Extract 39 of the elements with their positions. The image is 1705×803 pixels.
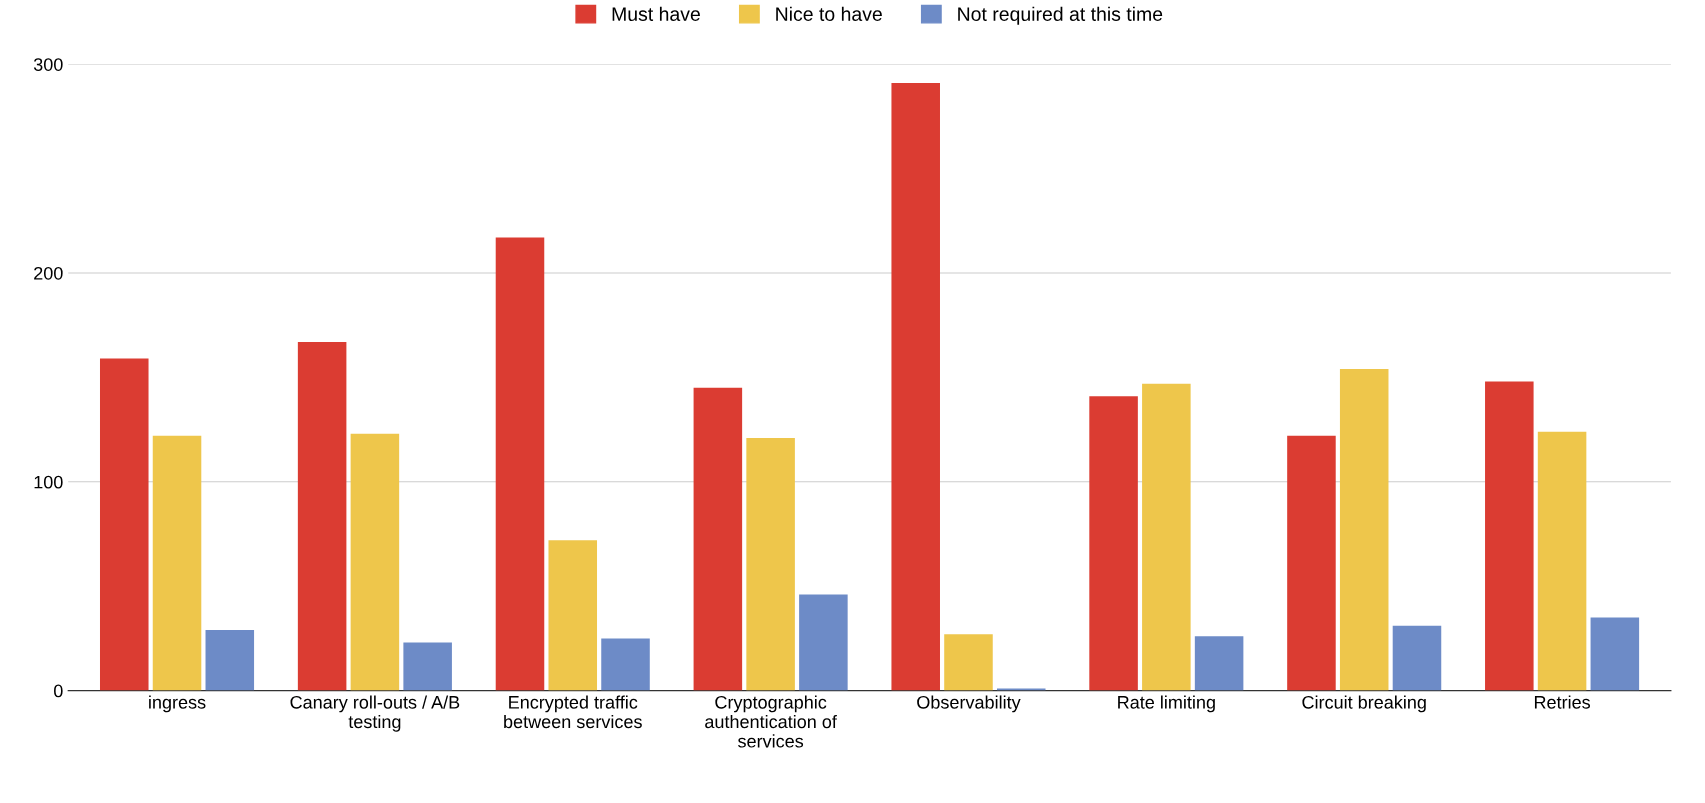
legend-label: Nice to have: [776, 6, 882, 21]
bar: [152, 435, 202, 691]
bar: [495, 237, 545, 691]
legend-label: Not required at this time: [958, 6, 1163, 25]
bar: [1339, 369, 1389, 691]
y-tick-label: 300: [33, 58, 63, 71]
bar: [1089, 396, 1138, 691]
bar: [799, 594, 848, 691]
bar: [297, 341, 347, 691]
bar: [1287, 435, 1336, 691]
bar: [403, 642, 452, 691]
x-tick-label: Canary roll-outs / A/B testing: [290, 695, 460, 732]
x-tick-label: Observability: [917, 695, 1021, 713]
bar: [548, 540, 598, 691]
bar: [1392, 625, 1442, 691]
legend-label: Must have: [612, 6, 700, 21]
bar: [944, 634, 993, 691]
x-tick-label: Rate limiting: [1118, 695, 1215, 713]
bar: [891, 83, 940, 691]
bar: [601, 638, 650, 691]
bar: [1194, 636, 1244, 691]
bar: [350, 433, 400, 691]
bar: [996, 688, 1046, 691]
y-tick-label: 100: [34, 475, 63, 489]
bar: [205, 630, 255, 691]
bar: [746, 437, 795, 691]
bar: [99, 358, 149, 691]
y-tick-label: 200: [34, 266, 63, 280]
bar: [1485, 381, 1534, 691]
x-tick-label: Circuit breaking: [1302, 695, 1426, 713]
bar: [1537, 431, 1587, 691]
x-tick-label: Cryptographic authentication of services: [705, 695, 837, 748]
x-tick-label: Encrypted traffic between services: [504, 695, 642, 729]
bar: [693, 387, 743, 691]
bar: [1142, 383, 1191, 691]
y-tick-label: 0: [54, 684, 63, 698]
bar: [1590, 617, 1640, 691]
x-tick-label: Retries: [1534, 695, 1591, 709]
x-tick-label: ingress: [149, 695, 206, 713]
